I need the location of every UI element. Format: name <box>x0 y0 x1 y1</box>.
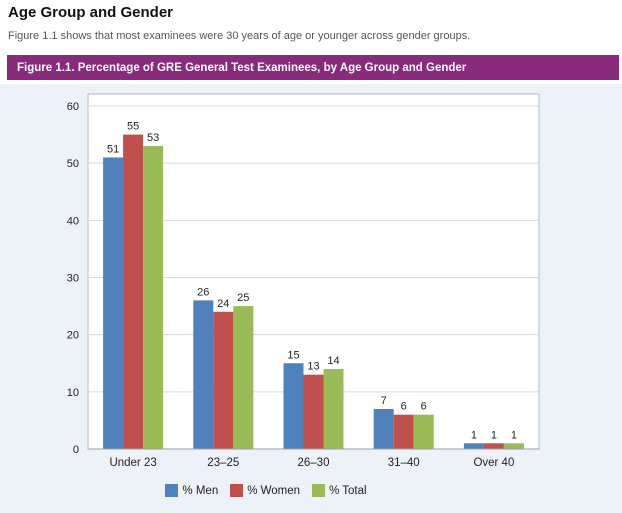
chart-legend: % Men % Women % Total <box>0 484 577 497</box>
bar-value-label: 1 <box>491 429 497 441</box>
legend-label: % Total <box>329 484 367 497</box>
bar-value-label: 6 <box>421 401 427 413</box>
bar-value-label: 53 <box>147 132 159 144</box>
bar-men-0 <box>103 157 124 449</box>
bar-women-2 <box>303 374 324 449</box>
legend-label: % Men <box>182 484 219 497</box>
bar-value-label: 13 <box>307 361 319 373</box>
bar-men-2 <box>283 363 304 449</box>
legend-swatch-women <box>230 484 244 497</box>
bar-chart: 0 10 20 30 40 50 60 51 55 53 Under 23 26 24 25 23–25 15… <box>67 93 540 469</box>
x-axis-label: Under 23 <box>109 457 156 469</box>
bar-total-2 <box>323 368 344 449</box>
bar-value-label: 51 <box>107 143 119 155</box>
y-tick-label: 20 <box>67 330 79 342</box>
bar-women-4 <box>483 443 504 449</box>
bar-total-1 <box>233 306 254 449</box>
y-tick-label: 50 <box>67 158 79 170</box>
bar-value-label: 6 <box>401 401 407 413</box>
legend-item-total: % Total <box>312 484 367 497</box>
legend-item-men: % Men <box>165 484 218 497</box>
bar-total-4 <box>503 443 524 449</box>
bar-value-label: 55 <box>127 121 139 133</box>
x-axis-label: 31–40 <box>388 457 420 469</box>
chart-panel: 0 10 20 30 40 50 60 51 55 53 Under 23 26 24 25 23–25 15… <box>0 84 622 513</box>
bar-value-label: 7 <box>381 395 387 407</box>
figure-header: Figure 1.1. Percentage of GRE General Te… <box>7 55 619 80</box>
bar-value-label: 25 <box>237 292 249 304</box>
bar-men-1 <box>193 300 214 449</box>
bar-women-0 <box>123 134 144 450</box>
bar-total-3 <box>413 414 434 449</box>
bar-men-4 <box>463 443 484 449</box>
page-title: Age Group and Gender <box>8 4 174 21</box>
legend-item-women: % Women <box>230 484 300 497</box>
bar-women-1 <box>213 311 234 449</box>
bar-value-label: 14 <box>327 355 339 367</box>
legend-swatch-total <box>312 484 326 497</box>
legend-swatch-men <box>165 484 179 497</box>
y-tick-label: 10 <box>67 387 79 399</box>
figure-header-title: Figure 1.1. Percentage of GRE General Te… <box>17 61 467 74</box>
page-subtitle: Figure 1.1 shows that most examinees wer… <box>8 30 471 42</box>
y-tick-label: 60 <box>67 101 79 113</box>
bar-value-label: 1 <box>511 429 517 441</box>
bar-value-label: 26 <box>197 286 209 298</box>
bar-men-3 <box>373 408 394 449</box>
bar-value-label: 15 <box>287 349 299 361</box>
bar-total-0 <box>143 146 164 449</box>
x-axis-label: Over 40 <box>473 457 514 469</box>
x-axis-label: 23–25 <box>207 457 239 469</box>
y-tick-label: 40 <box>67 215 79 227</box>
y-tick-label: 30 <box>67 273 79 285</box>
legend-label: % Women <box>247 484 301 497</box>
bar-value-label: 24 <box>217 298 229 310</box>
bar-women-3 <box>393 414 414 449</box>
x-axis-label: 26–30 <box>298 457 330 469</box>
y-tick-label: 0 <box>73 444 79 456</box>
bar-value-label: 1 <box>471 429 477 441</box>
